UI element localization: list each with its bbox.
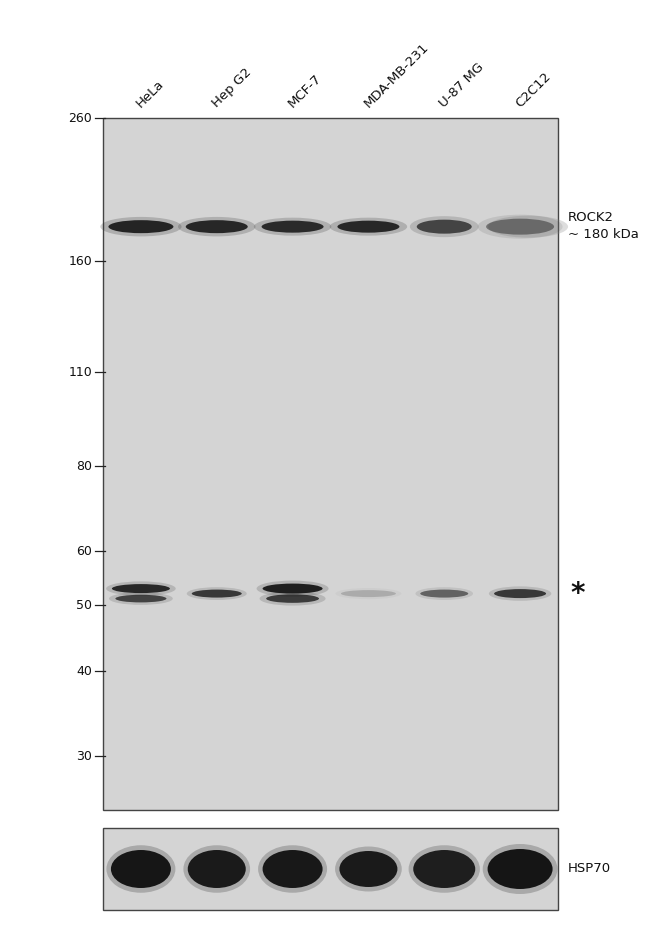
Text: C2C12: C2C12 [513, 70, 553, 110]
Ellipse shape [263, 850, 322, 888]
Ellipse shape [183, 845, 250, 893]
Ellipse shape [109, 593, 173, 605]
Ellipse shape [187, 587, 247, 600]
Ellipse shape [409, 845, 480, 893]
Ellipse shape [489, 586, 551, 601]
Ellipse shape [266, 595, 319, 603]
Ellipse shape [258, 845, 327, 893]
Ellipse shape [261, 221, 324, 233]
Text: ~ 180 kDa: ~ 180 kDa [568, 228, 639, 241]
Ellipse shape [192, 590, 242, 597]
Text: 60: 60 [76, 545, 92, 557]
Ellipse shape [100, 217, 181, 237]
Text: 110: 110 [68, 365, 92, 378]
Text: *: * [570, 580, 584, 608]
Ellipse shape [107, 845, 176, 893]
Ellipse shape [410, 216, 478, 237]
Text: HSP70: HSP70 [568, 862, 611, 875]
Bar [103, 118, 558, 810]
Ellipse shape [483, 844, 558, 894]
Bar [103, 828, 558, 910]
Ellipse shape [259, 592, 326, 606]
Ellipse shape [337, 221, 399, 233]
Ellipse shape [488, 849, 552, 889]
Ellipse shape [335, 846, 402, 892]
Ellipse shape [478, 214, 563, 239]
Ellipse shape [112, 584, 170, 593]
Ellipse shape [413, 850, 475, 888]
Ellipse shape [421, 590, 468, 597]
Text: 40: 40 [76, 665, 92, 678]
Text: 160: 160 [68, 255, 92, 268]
Ellipse shape [339, 851, 397, 887]
Ellipse shape [106, 582, 176, 596]
Text: 80: 80 [76, 459, 92, 473]
Text: 50: 50 [76, 598, 92, 611]
Ellipse shape [341, 590, 396, 597]
Ellipse shape [178, 217, 255, 237]
Ellipse shape [116, 595, 166, 602]
Ellipse shape [488, 215, 568, 238]
Ellipse shape [188, 850, 246, 888]
Ellipse shape [415, 587, 473, 600]
Ellipse shape [257, 581, 329, 596]
Text: ROCK2: ROCK2 [568, 212, 614, 225]
Text: U-87 MG: U-87 MG [437, 61, 487, 110]
Ellipse shape [111, 850, 171, 888]
Ellipse shape [263, 583, 322, 594]
Ellipse shape [186, 220, 248, 233]
Text: 30: 30 [76, 749, 92, 762]
Ellipse shape [494, 589, 546, 598]
Text: Hep G2: Hep G2 [209, 66, 254, 110]
Ellipse shape [486, 219, 554, 235]
Text: 260: 260 [68, 112, 92, 125]
Ellipse shape [330, 218, 407, 236]
Text: MDA-MB-231: MDA-MB-231 [361, 40, 431, 110]
Ellipse shape [417, 220, 472, 234]
Text: MCF-7: MCF-7 [285, 72, 324, 110]
Ellipse shape [109, 220, 174, 233]
Text: HeLa: HeLa [134, 77, 166, 110]
Ellipse shape [254, 218, 332, 236]
